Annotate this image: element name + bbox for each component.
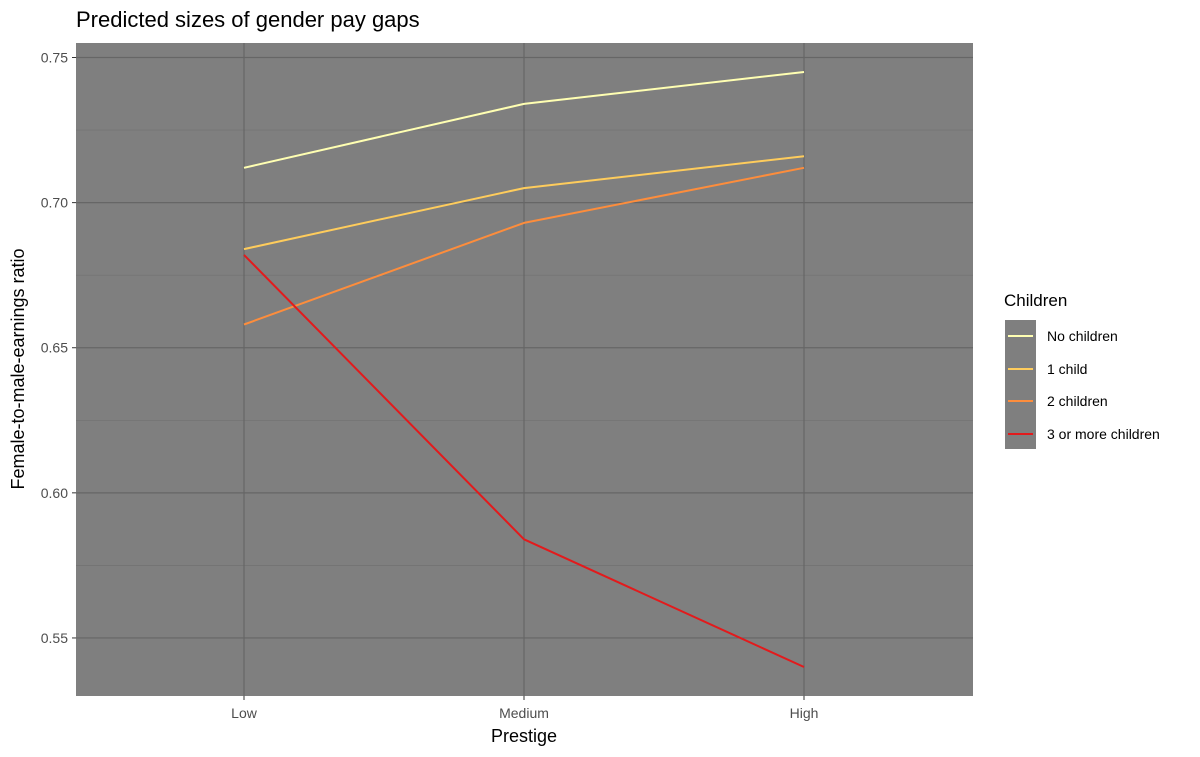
legend-items: No children 1 child 2 children 3 or more ch… [1008,328,1160,442]
legend-key-background [1005,320,1036,449]
series-line [243,166,805,326]
y-tick-label: 0.65 [41,340,68,356]
legend-label: No children [1047,328,1118,344]
y-axis-ticks: 0.55 0.60 0.65 0.70 0.75 [41,50,76,646]
legend-title: Children [1004,291,1067,310]
series-line [243,254,805,668]
legend-label: 2 children [1047,393,1108,409]
y-tick-label: 0.70 [41,195,68,211]
x-tick-label: Medium [499,705,549,721]
x-axis-title: Prestige [491,726,557,746]
legend-label: 3 or more children [1047,426,1160,442]
x-tick-label: High [790,705,819,721]
x-axis-ticks: Low Medium High [231,696,818,721]
legend-label: 1 child [1047,361,1087,377]
y-tick-label: 0.75 [41,50,68,66]
y-axis-title: Female-to-male-earnings ratio [8,248,28,489]
major-gridlines [76,43,973,696]
x-tick-label: Low [231,705,258,721]
series-lines [243,71,805,668]
series-line [243,71,805,169]
y-tick-label: 0.55 [41,630,68,646]
y-tick-label: 0.60 [41,485,68,501]
chart-title: Predicted sizes of gender pay gaps [76,7,420,32]
legend: Children No children 1 child 2 children 3 o… [1004,291,1160,449]
series-line [243,155,805,251]
